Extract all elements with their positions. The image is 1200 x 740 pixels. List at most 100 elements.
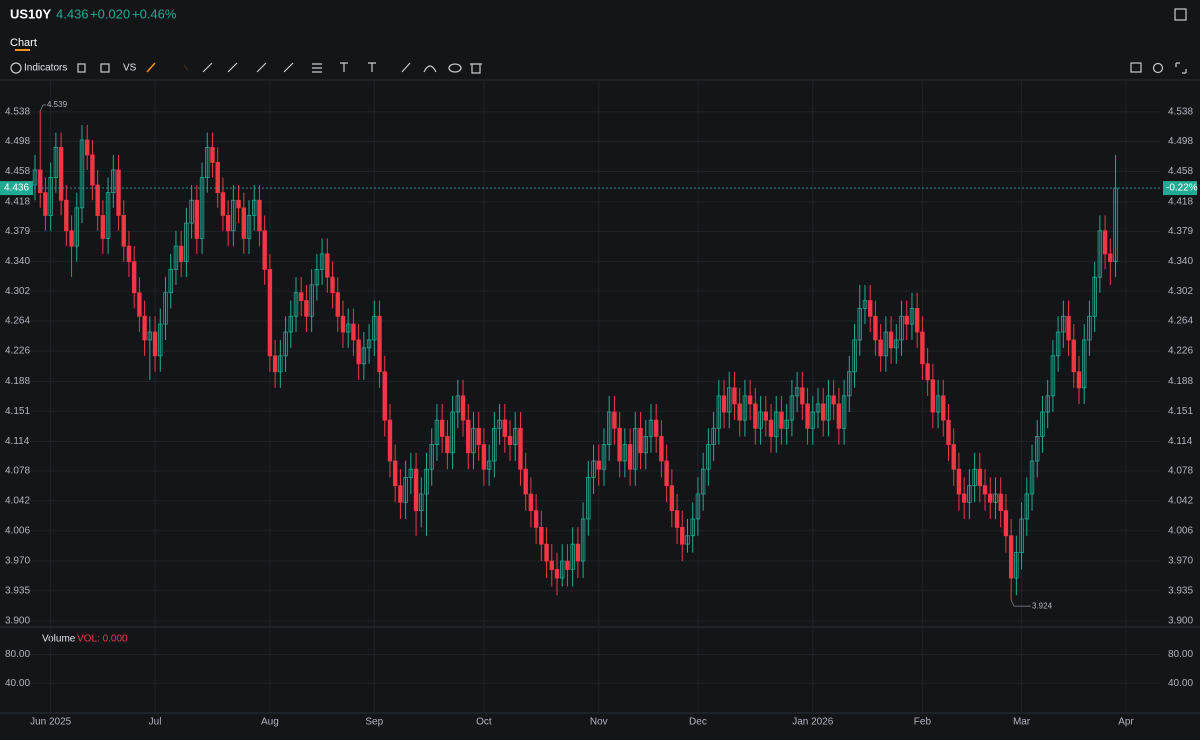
settings-icon[interactable] bbox=[1152, 62, 1164, 74]
x-tick-label: Oct bbox=[476, 717, 492, 728]
tool-icons[interactable] bbox=[202, 62, 482, 74]
candle-body bbox=[58, 147, 64, 201]
candle-body bbox=[90, 154, 95, 186]
volume-tick-label-right: 80.00 bbox=[1168, 649, 1193, 660]
y-tick-label-right: 3.900 bbox=[1168, 615, 1193, 626]
candle-body bbox=[967, 485, 972, 503]
candle-body bbox=[1019, 518, 1024, 553]
candle-body bbox=[1066, 315, 1071, 341]
candle-body bbox=[732, 387, 737, 405]
candle-body bbox=[810, 411, 815, 429]
cursor-icon[interactable] bbox=[183, 63, 189, 72]
candle-body bbox=[272, 355, 278, 373]
candle-body bbox=[225, 215, 231, 232]
candle-body bbox=[878, 339, 883, 357]
candle-body bbox=[304, 300, 309, 317]
candle-body bbox=[1040, 411, 1045, 437]
candle-body bbox=[956, 468, 962, 495]
candle-body bbox=[1076, 371, 1082, 389]
candle-body bbox=[246, 215, 252, 239]
candle-body bbox=[925, 363, 930, 381]
candle-body bbox=[100, 215, 106, 239]
candle-body bbox=[998, 493, 1003, 512]
candle-body bbox=[210, 147, 215, 163]
candle-body bbox=[596, 460, 601, 470]
candle-body bbox=[460, 395, 466, 421]
candle-body bbox=[372, 315, 377, 341]
y-tick-label-right: 4.188 bbox=[1168, 376, 1193, 387]
high-marker bbox=[39, 104, 46, 112]
y-tick-label-right: 4.538 bbox=[1168, 106, 1193, 117]
compare-button[interactable]: VS bbox=[123, 63, 137, 74]
candle-body bbox=[972, 468, 977, 487]
last-price-tag bbox=[0, 181, 33, 196]
candle-body bbox=[481, 444, 487, 470]
change-pct: +0.46% bbox=[132, 6, 177, 21]
x-tick-label: Nov bbox=[590, 717, 608, 728]
candle-icon[interactable] bbox=[77, 63, 86, 73]
candle-body bbox=[497, 419, 502, 429]
candle-body bbox=[1050, 355, 1056, 397]
candle-body bbox=[643, 436, 648, 454]
volume-tick-label: 40.00 bbox=[5, 678, 30, 689]
candle-body bbox=[361, 347, 367, 365]
chart-tab[interactable]: Chart bbox=[10, 37, 37, 49]
candle-body bbox=[513, 427, 518, 445]
candle-body bbox=[836, 403, 842, 429]
candle-body bbox=[988, 493, 993, 503]
candle-body bbox=[1108, 253, 1113, 263]
candle-body bbox=[904, 315, 909, 325]
candle-body bbox=[539, 526, 544, 545]
candle-body bbox=[189, 199, 194, 224]
x-tick-label: Jun 2025 bbox=[30, 717, 72, 728]
candle-body bbox=[826, 395, 831, 421]
draw-icon[interactable] bbox=[146, 62, 156, 73]
candle-body bbox=[220, 192, 226, 216]
candle-body bbox=[408, 468, 414, 478]
y-tick-label: 4.379 bbox=[5, 226, 30, 237]
fullscreen-icon[interactable] bbox=[1175, 62, 1187, 74]
change-label: -0.22% bbox=[1166, 183, 1198, 194]
candle-body bbox=[507, 436, 513, 445]
candle-body bbox=[789, 395, 795, 421]
candle-body bbox=[325, 253, 330, 278]
candle-body bbox=[403, 477, 408, 503]
x-tick-label: Dec bbox=[689, 717, 707, 728]
candle-body bbox=[685, 535, 690, 545]
candle-body bbox=[382, 371, 387, 421]
candle-body bbox=[868, 300, 873, 317]
exit-icon[interactable] bbox=[1174, 8, 1187, 21]
candle-body bbox=[434, 419, 440, 445]
candle-body bbox=[700, 468, 706, 495]
candle-body bbox=[930, 379, 936, 413]
rect-icon[interactable] bbox=[100, 63, 110, 73]
eye-icon[interactable] bbox=[448, 63, 462, 73]
camera-icon[interactable] bbox=[1130, 62, 1142, 73]
candle-body bbox=[398, 485, 403, 503]
y-tick-label: 4.151 bbox=[5, 406, 30, 417]
candle-body bbox=[142, 315, 147, 341]
candle-body bbox=[392, 460, 398, 487]
y-tick-label-right: 4.458 bbox=[1168, 166, 1193, 177]
indicators-button[interactable]: Indicators bbox=[24, 63, 67, 74]
candle-body bbox=[330, 276, 335, 294]
low-label: 3.924 bbox=[1032, 601, 1053, 610]
candle-body bbox=[648, 419, 654, 437]
candle-body bbox=[314, 268, 320, 286]
candle-body bbox=[716, 395, 722, 429]
candle-body bbox=[779, 411, 784, 429]
y-tick-label-right: 4.302 bbox=[1168, 286, 1193, 297]
candle-body bbox=[502, 419, 507, 437]
candle-body bbox=[1003, 510, 1009, 537]
y-tick-label-right: 3.970 bbox=[1168, 556, 1193, 567]
candle-body bbox=[831, 395, 836, 405]
y-tick-label: 4.302 bbox=[5, 286, 30, 297]
candle-body bbox=[518, 427, 523, 470]
y-tick-label-right: 4.340 bbox=[1168, 256, 1193, 267]
indicators-icon[interactable] bbox=[10, 62, 22, 74]
x-tick-label: Feb bbox=[914, 717, 932, 728]
candle-body bbox=[711, 427, 716, 445]
y-tick-label-right: 4.226 bbox=[1168, 346, 1193, 357]
candle-body bbox=[241, 207, 246, 239]
volume-title: Volume bbox=[42, 634, 76, 645]
